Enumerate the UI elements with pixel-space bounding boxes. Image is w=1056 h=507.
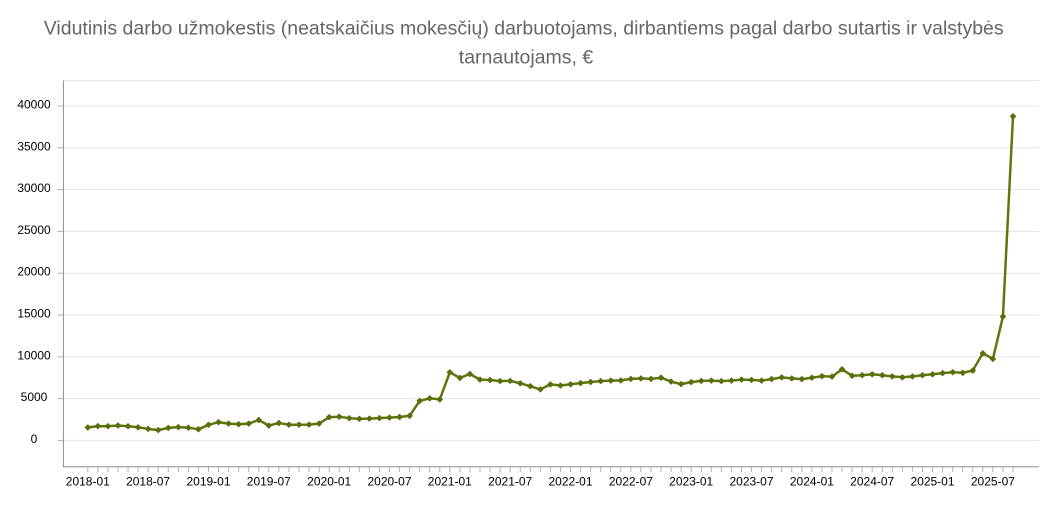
svg-text:10000: 10000 [17,348,51,362]
svg-text:2020-01: 2020-01 [307,475,351,489]
svg-text:2020-07: 2020-07 [367,475,411,489]
svg-text:5000: 5000 [21,390,48,404]
svg-text:2018-07: 2018-07 [126,475,170,489]
svg-text:Vidutinis darbo užmokestis (ne: Vidutinis darbo užmokestis (neatskaičius… [44,18,1004,40]
svg-text:35000: 35000 [17,139,51,153]
svg-text:2022-01: 2022-01 [548,475,592,489]
svg-text:15000: 15000 [17,307,51,321]
svg-text:2025-07: 2025-07 [971,475,1015,489]
svg-text:2023-07: 2023-07 [729,475,773,489]
svg-text:2022-07: 2022-07 [609,475,653,489]
svg-text:2024-01: 2024-01 [790,475,834,489]
svg-text:2021-07: 2021-07 [488,475,532,489]
svg-text:40000: 40000 [17,98,51,112]
svg-text:25000: 25000 [17,223,51,237]
svg-text:tarnautojams, €: tarnautojams, € [459,46,594,68]
svg-text:2024-07: 2024-07 [850,475,894,489]
svg-text:2019-01: 2019-01 [186,475,230,489]
svg-text:20000: 20000 [17,265,51,279]
svg-text:2018-01: 2018-01 [66,475,110,489]
svg-text:0: 0 [31,432,38,446]
svg-text:2019-07: 2019-07 [247,475,291,489]
svg-text:2021-01: 2021-01 [428,475,472,489]
svg-text:2025-01: 2025-01 [910,475,954,489]
svg-text:2023-01: 2023-01 [669,475,713,489]
svg-text:30000: 30000 [17,181,51,195]
